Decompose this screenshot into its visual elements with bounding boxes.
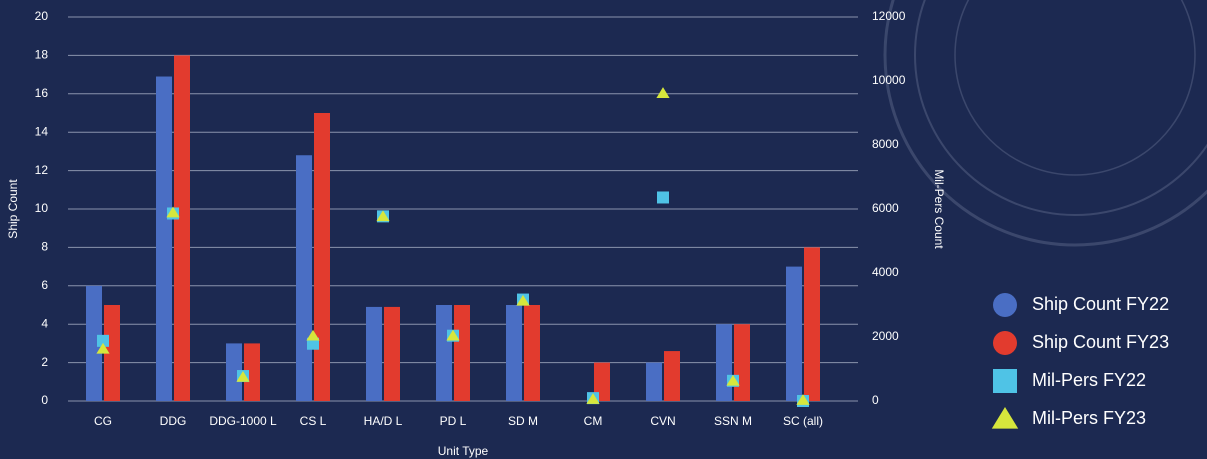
seal-watermark	[883, 0, 1207, 247]
y2-axis-label: Mil-Pers Count	[932, 169, 946, 249]
bar	[734, 324, 750, 401]
point	[446, 329, 460, 341]
point	[306, 329, 320, 341]
legend-label: Ship Count FY23	[1032, 332, 1169, 352]
y-tick-label: 16	[35, 86, 49, 100]
x-tick-label: SSN M	[714, 414, 752, 428]
y2-tick-label: 0	[872, 393, 879, 407]
x-tick-label: CS L	[300, 414, 327, 428]
bar	[244, 343, 260, 401]
y-tick-label: 20	[35, 9, 49, 23]
bar	[104, 305, 120, 401]
bar	[296, 155, 312, 401]
x-tick-label: SC (all)	[783, 414, 823, 428]
legend-marker	[993, 293, 1017, 317]
bar	[804, 247, 820, 401]
x-tick-label: SD M	[508, 414, 538, 428]
point	[656, 87, 670, 98]
y-tick-label: 10	[35, 201, 49, 215]
y-axis-label: Ship Count	[6, 179, 20, 239]
bar	[664, 351, 680, 401]
bar	[716, 324, 732, 401]
point	[516, 294, 530, 306]
point	[96, 342, 110, 354]
y2-tick-label: 4000	[872, 265, 899, 279]
legend-label: Ship Count FY22	[1032, 294, 1169, 314]
y-tick-label: 2	[41, 355, 48, 369]
point	[236, 371, 250, 382]
bar	[454, 305, 470, 401]
x-tick-label: DDG-1000 L	[209, 414, 277, 428]
y-tick-label: 8	[41, 240, 48, 254]
legend-label: Mil-Pers FY23	[1032, 408, 1146, 428]
bar	[174, 55, 190, 402]
bar	[646, 362, 662, 401]
legend-marker	[993, 331, 1017, 355]
bar	[86, 285, 102, 401]
bar	[786, 266, 802, 401]
bar	[384, 306, 400, 401]
y2-tick-label: 6000	[872, 201, 899, 215]
point	[796, 394, 810, 405]
y2-tick-label: 10000	[872, 73, 906, 87]
y-tick-label: 12	[35, 163, 49, 177]
bar	[436, 305, 452, 401]
bar	[366, 306, 382, 401]
x-tick-label: CVN	[650, 414, 675, 428]
bar	[156, 76, 172, 402]
legend-marker	[991, 407, 1019, 429]
bar	[594, 362, 610, 401]
x-tick-label: CM	[584, 414, 603, 428]
x-tick-label: DDG	[160, 414, 187, 428]
y-tick-label: 18	[35, 48, 49, 62]
point	[726, 374, 740, 386]
y-tick-label: 0	[41, 393, 48, 407]
y-tick-label: 14	[35, 124, 49, 138]
y2-tick-label: 8000	[872, 137, 899, 151]
x-tick-label: PD L	[440, 414, 467, 428]
x-tick-label: CG	[94, 414, 112, 428]
bar	[314, 113, 330, 401]
legend-marker	[993, 369, 1017, 393]
y2-tick-label: 2000	[872, 329, 899, 343]
point	[166, 206, 180, 218]
point	[376, 210, 390, 222]
y-tick-label: 4	[41, 316, 48, 330]
x-tick-label: HA/D L	[364, 414, 403, 428]
bar	[524, 305, 540, 401]
point	[307, 337, 319, 350]
bar	[226, 343, 242, 401]
legend-label: Mil-Pers FY22	[1032, 370, 1146, 390]
point	[97, 334, 109, 347]
bar	[506, 305, 522, 401]
point	[657, 191, 669, 204]
y2-tick-label: 12000	[872, 9, 906, 23]
y-tick-label: 6	[41, 278, 48, 292]
x-axis-label: Unit Type	[438, 444, 489, 458]
point	[586, 393, 600, 404]
